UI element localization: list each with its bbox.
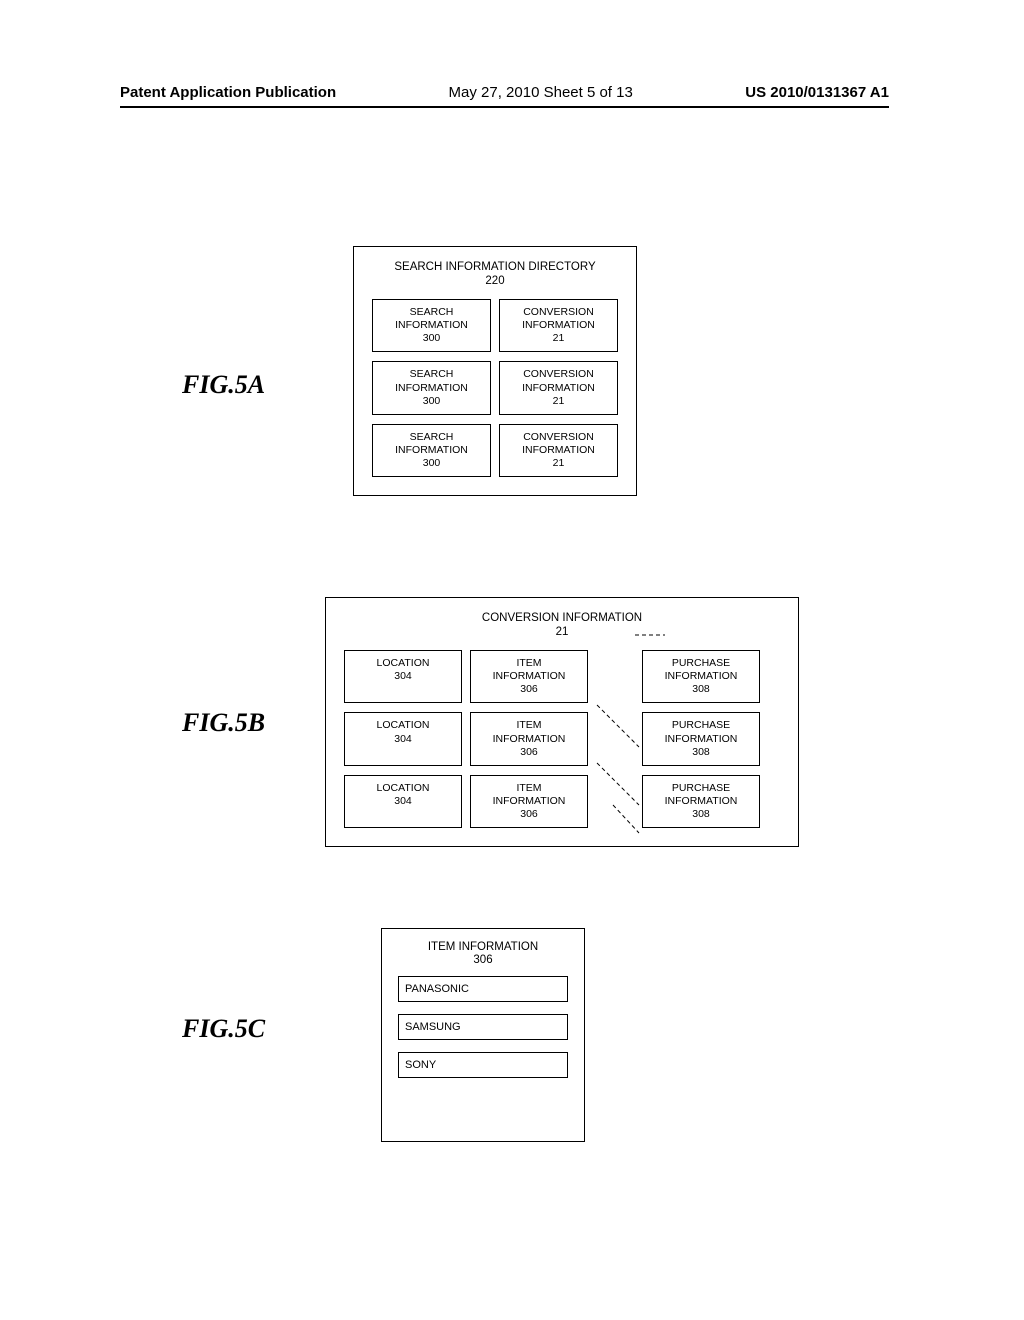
- fig5a-title-num: 220: [372, 275, 618, 287]
- fig5c-title: ITEM INFORMATION: [398, 941, 568, 953]
- date-sheet: May 27, 2010 Sheet 5 of 13: [449, 84, 633, 101]
- fig5a-row: SEARCHINFORMATION300 CONVERSIONINFORMATI…: [372, 299, 618, 352]
- fig5c-title-num: 306: [398, 954, 568, 966]
- fig5b-box: CONVERSION INFORMATION 21 LOCATION304 IT…: [325, 597, 799, 847]
- fig5b-cell-item: ITEMINFORMATION306: [470, 775, 588, 828]
- fig5b-cell-location: LOCATION304: [344, 650, 462, 703]
- fig5a-box: SEARCH INFORMATION DIRECTORY 220 SEARCHI…: [353, 246, 637, 496]
- publication-label: Patent Application Publication: [120, 84, 336, 101]
- fig5b-cell-purchase: PURCHASEINFORMATION308: [642, 712, 760, 765]
- fig5b-cell-location: LOCATION304: [344, 775, 462, 828]
- figure-label-5c: FIG.5C: [182, 1014, 265, 1044]
- fig5b-cell-item: ITEMINFORMATION306: [470, 650, 588, 703]
- fig5b-cell-location: LOCATION304: [344, 712, 462, 765]
- fig5b-title: CONVERSION INFORMATION: [344, 612, 780, 624]
- fig5c-box: ITEM INFORMATION 306 PANASONIC SAMSUNG S…: [381, 928, 585, 1142]
- fig5b-row: LOCATION304 ITEMINFORMATION306 PURCHASEI…: [344, 775, 780, 828]
- fig5a-cell-search: SEARCHINFORMATION300: [372, 361, 491, 414]
- fig5a-cell-conversion: CONVERSIONINFORMATION21: [499, 361, 618, 414]
- publication-number: US 2010/0131367 A1: [745, 84, 889, 101]
- fig5b-title-num: 21: [344, 626, 780, 638]
- figure-label-5b: FIG.5B: [182, 708, 265, 738]
- page-header: Patent Application Publication May 27, 2…: [120, 84, 889, 101]
- figure-label-5a: FIG.5A: [182, 370, 265, 400]
- fig5a-cell-search: SEARCHINFORMATION300: [372, 299, 491, 352]
- fig5b-cell-item: ITEMINFORMATION306: [470, 712, 588, 765]
- fig5a-row: SEARCHINFORMATION300 CONVERSIONINFORMATI…: [372, 361, 618, 414]
- fig5a-title: SEARCH INFORMATION DIRECTORY: [372, 261, 618, 273]
- fig5a-cell-search: SEARCHINFORMATION300: [372, 424, 491, 477]
- fig5b-cell-purchase: PURCHASEINFORMATION308: [642, 775, 760, 828]
- fig5b-row: LOCATION304 ITEMINFORMATION306 PURCHASEI…: [344, 712, 780, 765]
- fig5b-row: LOCATION304 ITEMINFORMATION306 PURCHASEI…: [344, 650, 780, 703]
- fig5a-cell-conversion: CONVERSIONINFORMATION21: [499, 424, 618, 477]
- fig5a-cell-conversion: CONVERSIONINFORMATION21: [499, 299, 618, 352]
- fig5b-cell-purchase: PURCHASEINFORMATION308: [642, 650, 760, 703]
- header-rule: [120, 106, 889, 108]
- fig5c-item: SAMSUNG: [398, 1014, 568, 1040]
- fig5c-item: PANASONIC: [398, 976, 568, 1002]
- fig5c-item: SONY: [398, 1052, 568, 1078]
- fig5a-row: SEARCHINFORMATION300 CONVERSIONINFORMATI…: [372, 424, 618, 477]
